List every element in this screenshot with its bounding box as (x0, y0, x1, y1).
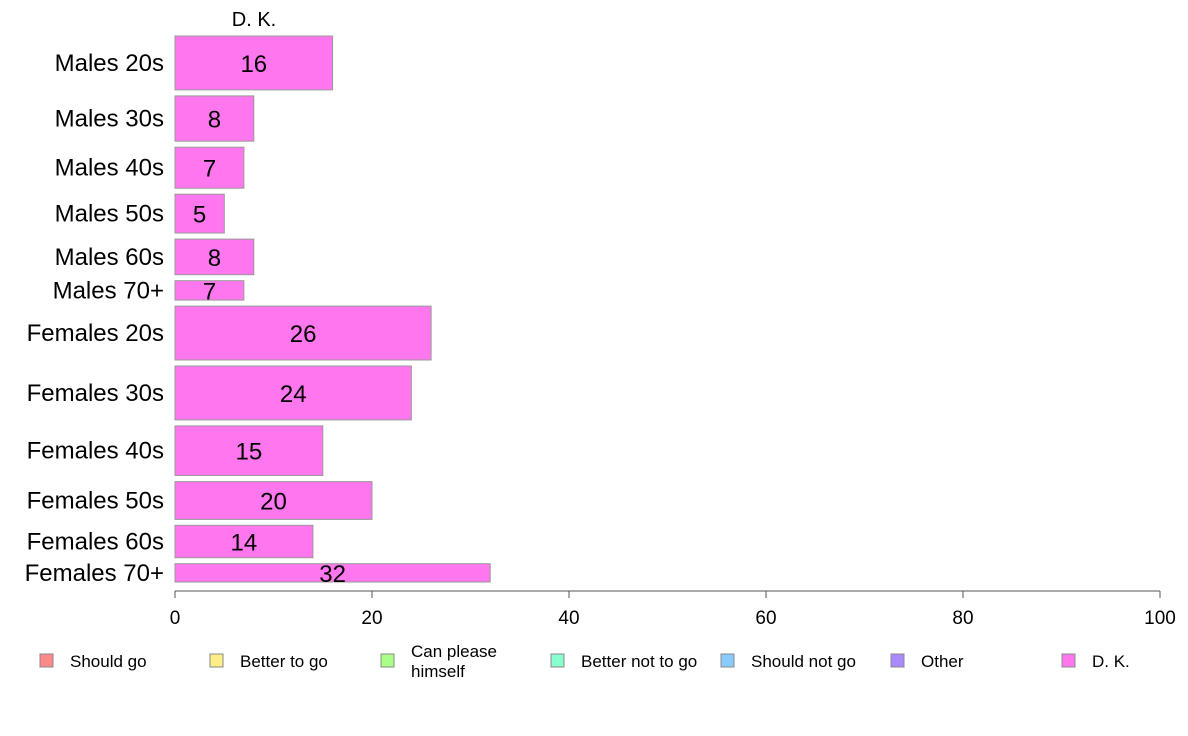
category-label: Males 20s (55, 50, 164, 77)
legend-swatch (1061, 653, 1076, 668)
legend-label: Should not go (751, 652, 856, 671)
bar (174, 280, 245, 301)
category-label: Males 70+ (53, 277, 164, 304)
bar (174, 524, 314, 559)
category-label: Females 30s (27, 380, 164, 407)
bars-group: Males 20s 16 Males 30s 8 Males 40s 7 Males 50s… (25, 35, 491, 588)
data-label: 8 (208, 107, 221, 134)
data-label: 7 (203, 278, 216, 305)
category-label: Males 30s (55, 106, 164, 133)
legend-label: D. K. (1092, 652, 1130, 671)
legend-label: Can please himself (411, 642, 497, 681)
category-label: Females 50s (27, 487, 164, 514)
legend: Should go Better to go Can please himself Be… (39, 642, 1130, 681)
data-label: 14 (231, 530, 258, 557)
legend-swatch (380, 653, 395, 668)
legend-label: Other (921, 652, 964, 671)
bar (174, 425, 324, 476)
data-label: 15 (236, 439, 263, 466)
data-label: 32 (319, 561, 346, 588)
legend-swatch (550, 653, 565, 668)
bar (174, 35, 334, 91)
legend-swatch (39, 653, 54, 668)
bar (174, 305, 432, 361)
legend-label: Better to go (240, 652, 328, 671)
x-tick-label: 100 (1144, 608, 1176, 629)
category-label: Females 70+ (25, 560, 164, 587)
bar (174, 238, 255, 276)
data-label: 7 (203, 156, 216, 183)
category-label: Females 20s (27, 320, 164, 347)
category-label: Males 50s (55, 201, 164, 228)
bar (174, 563, 491, 583)
legend-label: Should go (70, 652, 147, 671)
x-axis: 0 20 40 60 80 100 (170, 590, 1176, 629)
x-tick-label: 0 (170, 608, 181, 629)
panel-title: D. K. (232, 9, 276, 31)
category-label: Females 60s (27, 529, 164, 556)
data-label: 20 (260, 488, 287, 515)
x-tick-label: 20 (361, 608, 382, 629)
bar (174, 481, 373, 520)
legend-swatch (720, 653, 735, 668)
legend-swatch (209, 653, 224, 668)
data-label: 5 (193, 202, 206, 229)
data-label: 16 (240, 51, 267, 78)
x-tick-label: 60 (755, 608, 776, 629)
bar (174, 95, 255, 142)
bar (174, 365, 412, 421)
legend-swatch (890, 653, 905, 668)
category-label: Females 40s (27, 438, 164, 465)
category-label: Males 60s (55, 244, 164, 271)
x-tick-label: 40 (558, 608, 579, 629)
data-label: 8 (208, 245, 221, 272)
bar (174, 146, 245, 189)
data-label: 24 (280, 381, 307, 408)
x-tick-label: 80 (952, 608, 973, 629)
data-label: 26 (290, 321, 317, 348)
category-label: Males 40s (55, 155, 164, 182)
bar (174, 193, 225, 234)
legend-label: Better not to go (581, 652, 697, 671)
